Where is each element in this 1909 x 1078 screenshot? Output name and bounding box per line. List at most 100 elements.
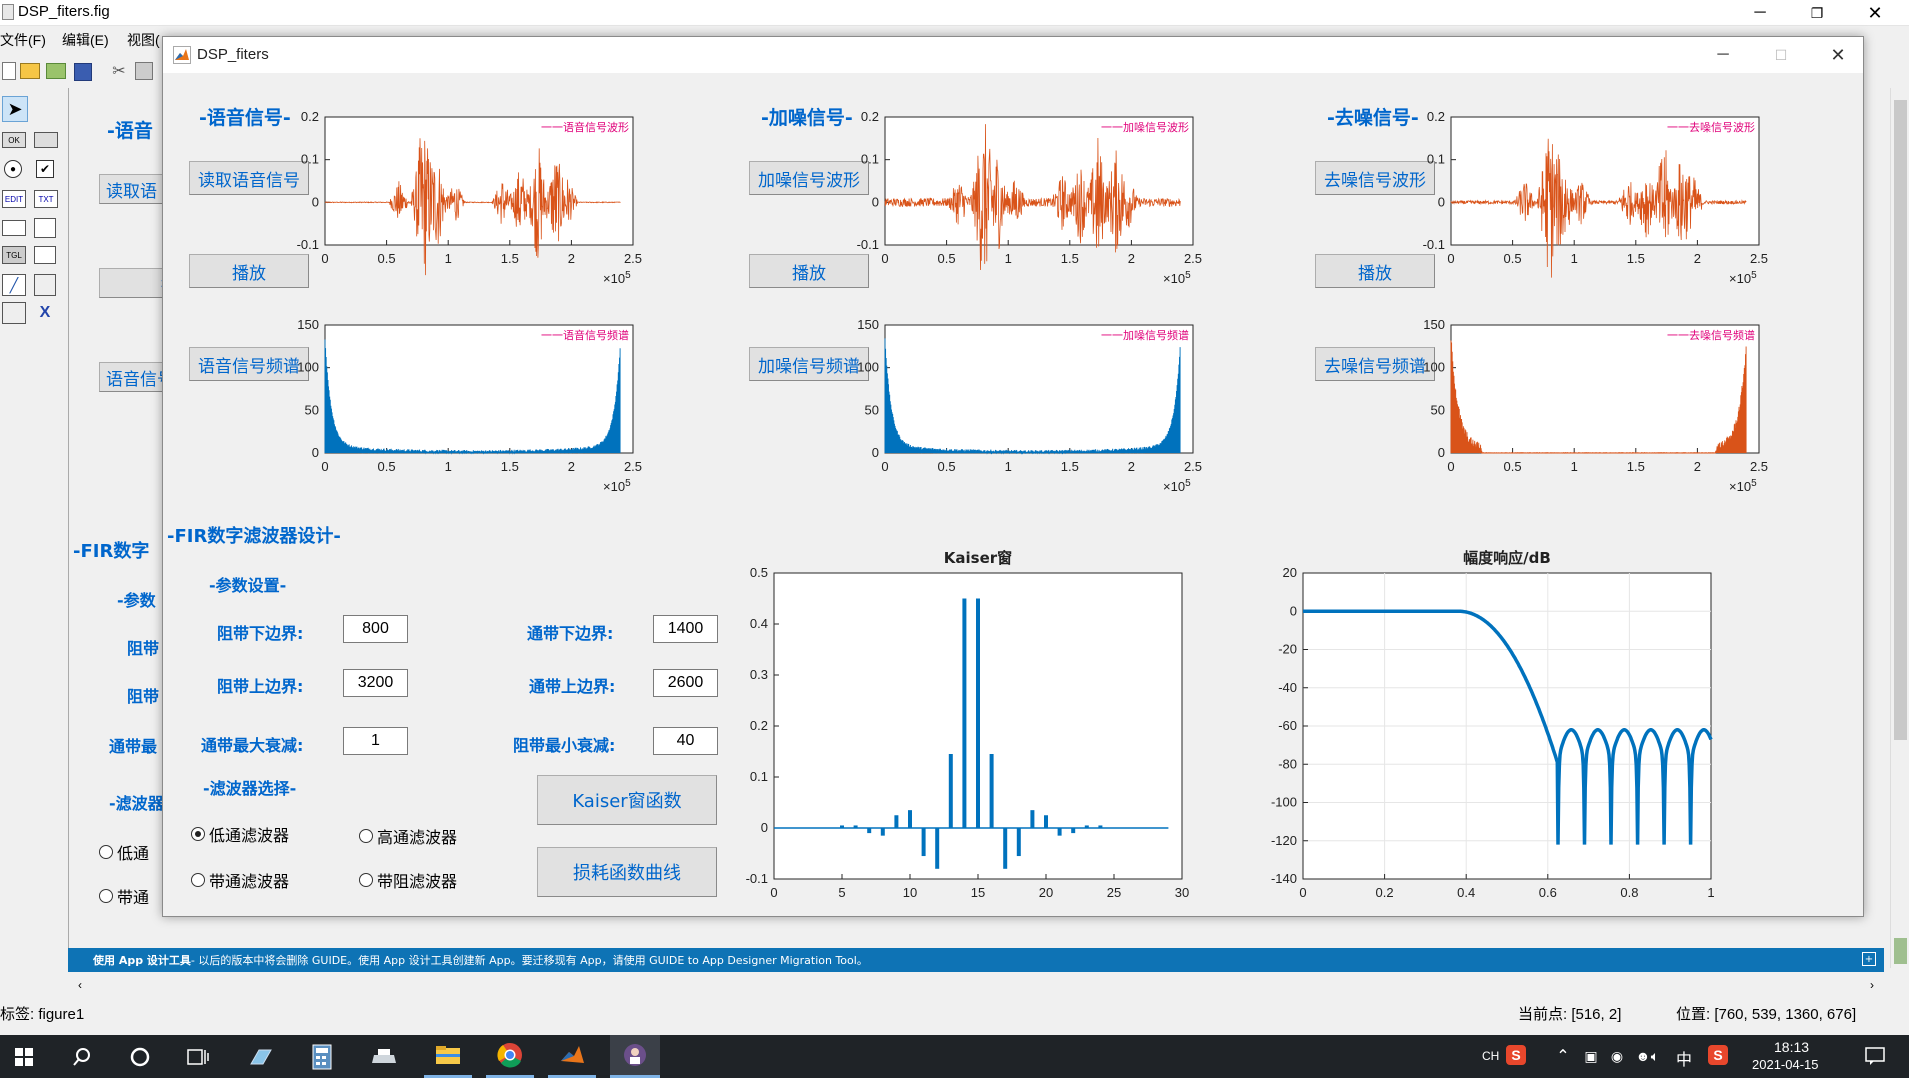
notification-icon[interactable] [1860, 1043, 1890, 1069]
activex-tool-icon[interactable]: X [39, 304, 51, 321]
bluetooth-icon[interactable]: ◉ [1610, 1047, 1624, 1064]
listbox-tool-icon[interactable] [34, 218, 56, 238]
denoise-spectrum-axes[interactable]: 0 0.5 1 1.5 2 2.5 0 50 100 150 ×105 一一去噪信号频谱 [1399, 295, 1909, 505]
pass-high-input[interactable]: 2600 [653, 669, 718, 697]
edit-icon[interactable] [46, 63, 66, 79]
file-explorer-icon[interactable] [424, 1035, 472, 1078]
play-noisy-button[interactable]: 播放 [749, 254, 869, 288]
windows-start-icon[interactable] [0, 1035, 48, 1078]
speech-spectrum-button[interactable]: 语音信号频谱 [189, 347, 309, 381]
stop-low-input[interactable]: 800 [343, 615, 408, 643]
sogou-tray-icon[interactable]: S [1708, 1045, 1728, 1065]
kaiser-button[interactable]: Kaiser窗函数 [537, 775, 717, 825]
chevron-up-icon[interactable]: ⌃ [1556, 1048, 1570, 1065]
save-icon[interactable] [74, 63, 92, 81]
bandpass-radio[interactable]: 带通滤波器 [191, 868, 289, 892]
axes-tool-icon[interactable]: ╱ [2, 274, 26, 296]
plot-area [884, 324, 1194, 454]
noisy-wave-button[interactable]: 加噪信号波形 [749, 161, 869, 195]
edit-tool-icon[interactable]: EDIT [2, 190, 26, 208]
popup-tool-icon[interactable] [2, 220, 26, 236]
search-icon[interactable] [58, 1035, 106, 1078]
x-tick-label: 2 [568, 459, 575, 474]
clock-time[interactable]: 18:13 [1774, 1039, 1810, 1055]
slider-tool-icon[interactable] [34, 132, 58, 148]
new-icon[interactable] [2, 62, 16, 80]
volume-icon[interactable]: 🔈︎ [1650, 1047, 1660, 1064]
maximize-icon[interactable]: ☐ [1774, 46, 1788, 63]
scroll-thumb-bottom[interactable] [1894, 938, 1907, 964]
figure-app-icon[interactable] [610, 1035, 660, 1078]
table-tool-icon[interactable] [34, 246, 56, 264]
plot-area [324, 116, 634, 246]
scroll-left-icon[interactable]: ‹ [78, 978, 82, 992]
x-tick-label: 2.5 [1750, 459, 1768, 474]
restore-icon[interactable]: ❐ [1810, 4, 1824, 21]
highpass-radio[interactable]: 高通滤波器 [359, 824, 457, 848]
stop-min-input[interactable]: 40 [653, 727, 718, 755]
qq-icon[interactable]: ☻ [1635, 1048, 1651, 1064]
select-arrow-icon[interactable]: ➤ [2, 96, 28, 122]
bg-radio-2[interactable]: 带通 [99, 884, 149, 908]
denoise-wave-button[interactable]: 去噪信号波形 [1315, 161, 1435, 195]
signal-line [324, 138, 621, 276]
magnitude-axes[interactable]: 0 0.2 0.4 0.6 0.8 1 -140 -120 -100 -80 -60 -40 -20 0 2… [1263, 525, 1843, 905]
menu-edit[interactable]: 编辑(E) [62, 32, 109, 48]
radio-tool-icon[interactable]: ● [4, 160, 22, 178]
bandstop-radio[interactable]: 带阻滤波器 [359, 868, 457, 892]
read-speech-button[interactable]: 读取语音信号 [189, 161, 309, 195]
close-icon[interactable]: ✕ [1830, 44, 1846, 65]
pass-max-input[interactable]: 1 [343, 727, 408, 755]
sogou-icon[interactable]: S [1506, 1045, 1526, 1065]
guide-right-scrollbar[interactable] [1890, 88, 1909, 968]
calculator-icon[interactable] [298, 1035, 346, 1078]
toggle-tool-icon[interactable]: TGL [2, 246, 26, 264]
minimize-icon[interactable]: ─ [1754, 4, 1766, 21]
denoise-spectrum-button[interactable]: 去噪信号频谱 [1315, 347, 1435, 381]
checkbox-tool-icon[interactable]: ✔ [36, 160, 54, 178]
bg-radio-1[interactable]: 低通 [99, 840, 149, 864]
buttongroup-tool-icon[interactable] [2, 302, 26, 324]
minimize-icon[interactable]: ─ [1717, 46, 1729, 63]
matlab-taskbar-icon[interactable] [548, 1035, 596, 1078]
scroll-thumb[interactable] [1894, 100, 1907, 740]
ime-indicator[interactable]: CH [1482, 1049, 1500, 1063]
open-icon[interactable] [20, 63, 40, 79]
lang-indicator[interactable]: 中 [1676, 1052, 1693, 1069]
menu-file[interactable]: 文件(F) [0, 32, 46, 48]
noisy-spectrum-axes[interactable]: 0 0.5 1 1.5 2 2.5 0 50 100 150 ×105 一一加噪信号频谱 [833, 295, 1353, 505]
task-view-icon[interactable] [174, 1035, 222, 1078]
stop-low-label: 阻带下边界: [217, 624, 304, 643]
printer-icon[interactable] [360, 1035, 408, 1078]
menu-view[interactable]: 视图( [127, 32, 160, 48]
network-icon[interactable]: ▣ [1584, 1047, 1598, 1064]
bg-label-2: 阻带 [127, 687, 160, 706]
app-eraser-icon[interactable] [236, 1035, 284, 1078]
text-tool-icon[interactable]: TXT [34, 190, 58, 208]
clock-date[interactable]: 2021-04-15 [1752, 1057, 1819, 1072]
scroll-right-icon[interactable]: › [1870, 978, 1874, 992]
y-tick-label: 0.2 [750, 718, 768, 733]
copy-icon[interactable] [135, 62, 153, 80]
expand-icon[interactable]: + [1862, 952, 1876, 966]
speech-spectrum-axes[interactable]: 0 0.5 1 1.5 2 2.5 0 50 100 150 ×105 一一语音信号频谱 [273, 295, 793, 505]
y-tick-label: 150 [857, 317, 879, 332]
noisy-spectrum-button[interactable]: 加噪信号频谱 [749, 347, 869, 381]
cut-icon[interactable]: ✂ [112, 63, 126, 80]
panel-tool-icon[interactable] [34, 274, 56, 296]
chrome-icon[interactable] [486, 1035, 534, 1078]
cortana-icon[interactable] [116, 1035, 164, 1078]
guide-hscrollbar[interactable]: ‹ › [68, 976, 1884, 994]
play-denoise-button[interactable]: 播放 [1315, 254, 1435, 288]
play-speech-button[interactable]: 播放 [189, 254, 309, 288]
close-icon[interactable]: ✕ [1867, 2, 1883, 23]
loss-curve-button[interactable]: 损耗函数曲线 [537, 847, 717, 897]
pass-low-input[interactable]: 1400 [653, 615, 718, 643]
pushbutton-tool-icon[interactable]: OK [2, 132, 26, 148]
lowpass-radio[interactable]: 低通滤波器 [191, 822, 289, 846]
stop-high-input[interactable]: 3200 [343, 669, 408, 697]
